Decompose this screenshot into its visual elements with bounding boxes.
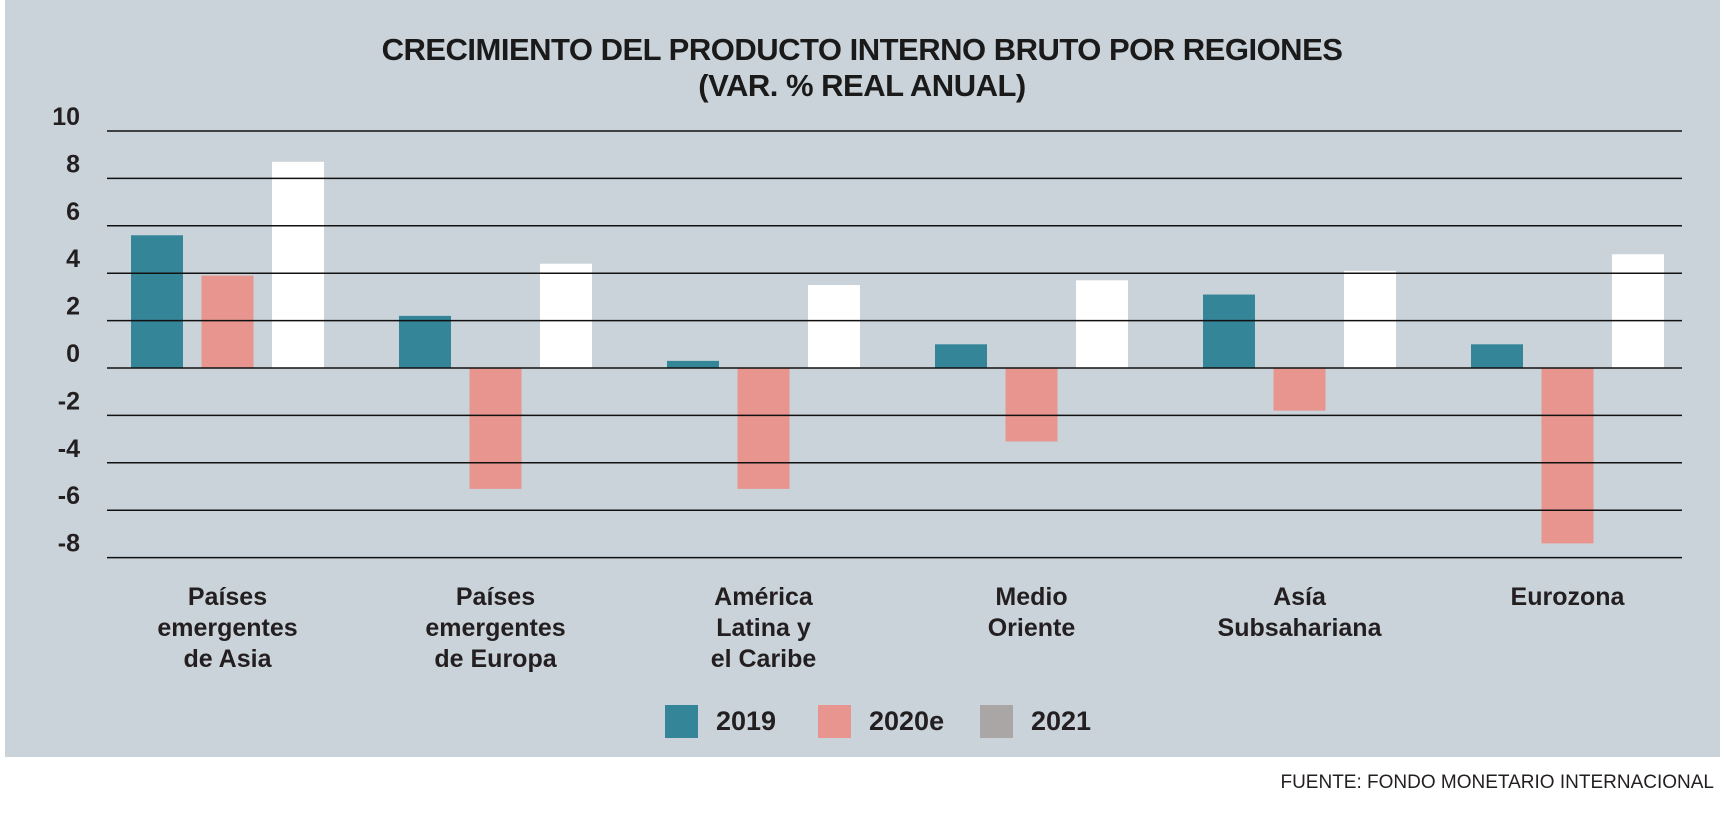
x-category-line: Subsahariana [1217,614,1382,642]
y-tick-label: 6 [66,198,80,226]
legend-swatch [980,705,1013,738]
bar-2020e-0 [201,275,254,368]
x-category-label: Eurozona [1458,582,1678,613]
legend-label: 2020e [869,706,945,736]
y-tick-label: 8 [66,150,80,178]
legend-item: 2021 [980,705,1091,738]
legend-swatch [665,705,698,738]
x-category-line: Asía [1273,583,1326,611]
x-category-line: Países [455,583,536,611]
x-category-line: de Asia [183,645,272,673]
bar-2019-5 [1471,344,1523,368]
x-category-line: Oriente [987,614,1076,642]
y-tick-label: -8 [58,530,80,558]
y-tick-label: 0 [66,340,80,368]
y-tick-label: -4 [58,435,80,463]
x-category-line: Eurozona [1510,583,1625,611]
x-category-line: Latina y [716,614,811,642]
bar-2020e-3 [1005,368,1058,442]
chart-subtitle: (VAR. % REAL ANUAL) [698,68,1026,103]
bar-2021-3 [1076,280,1128,368]
legend-item: 2019 [665,705,776,738]
x-category-label: Asía Subsahariana [1190,582,1410,644]
x-category-label: Países emergentes de Europa [386,582,606,675]
legend-label: 2021 [1031,706,1092,736]
x-category-line: Medio [995,583,1068,611]
legend-label: 2019 [716,706,777,736]
bar-2020e-5 [1541,368,1594,544]
x-category-line: emergentes [425,614,566,642]
x-category-label: Países emergentes de Asia [118,582,338,675]
bar-2021-5 [1612,254,1664,368]
bar-2021-1 [540,263,592,368]
x-category-line: de Europa [434,645,557,673]
y-tick-label: 10 [52,103,80,131]
bar-2019-4 [1203,294,1255,368]
chart-title: CRECIMIENTO DEL PRODUCTO INTERNO BRUTO P… [381,32,1343,67]
bar-2019-1 [399,315,451,368]
bar-2021-2 [808,285,860,368]
bar-2021-0 [272,161,324,368]
y-tick-label: -6 [58,482,80,510]
x-category-line: el Caribe [710,645,817,673]
bar-2019-3 [935,344,987,368]
bar-2021-4 [1344,270,1396,368]
x-category-line: Países [187,583,268,611]
x-category-label: Medio Oriente [922,582,1142,644]
x-category-label: América Latina y el Caribe [654,582,874,675]
x-category-line: América [714,583,813,611]
bar-2020e-1 [469,368,522,489]
source-note: FUENTE: FONDO MONETARIO INTERNACIONAL [1280,772,1714,793]
x-category-line: emergentes [157,614,298,642]
legend-swatch [818,705,851,738]
bar-2019-0 [131,235,183,368]
bar-2019-2 [667,360,719,368]
bar-2020e-2 [737,368,790,489]
y-tick-label: -2 [58,387,80,415]
bar-2020e-4 [1273,368,1326,411]
y-tick-label: 2 [66,293,80,321]
legend-item: 2020e [818,705,944,738]
chart-panel [5,0,1720,757]
y-tick-label: 4 [66,245,80,273]
